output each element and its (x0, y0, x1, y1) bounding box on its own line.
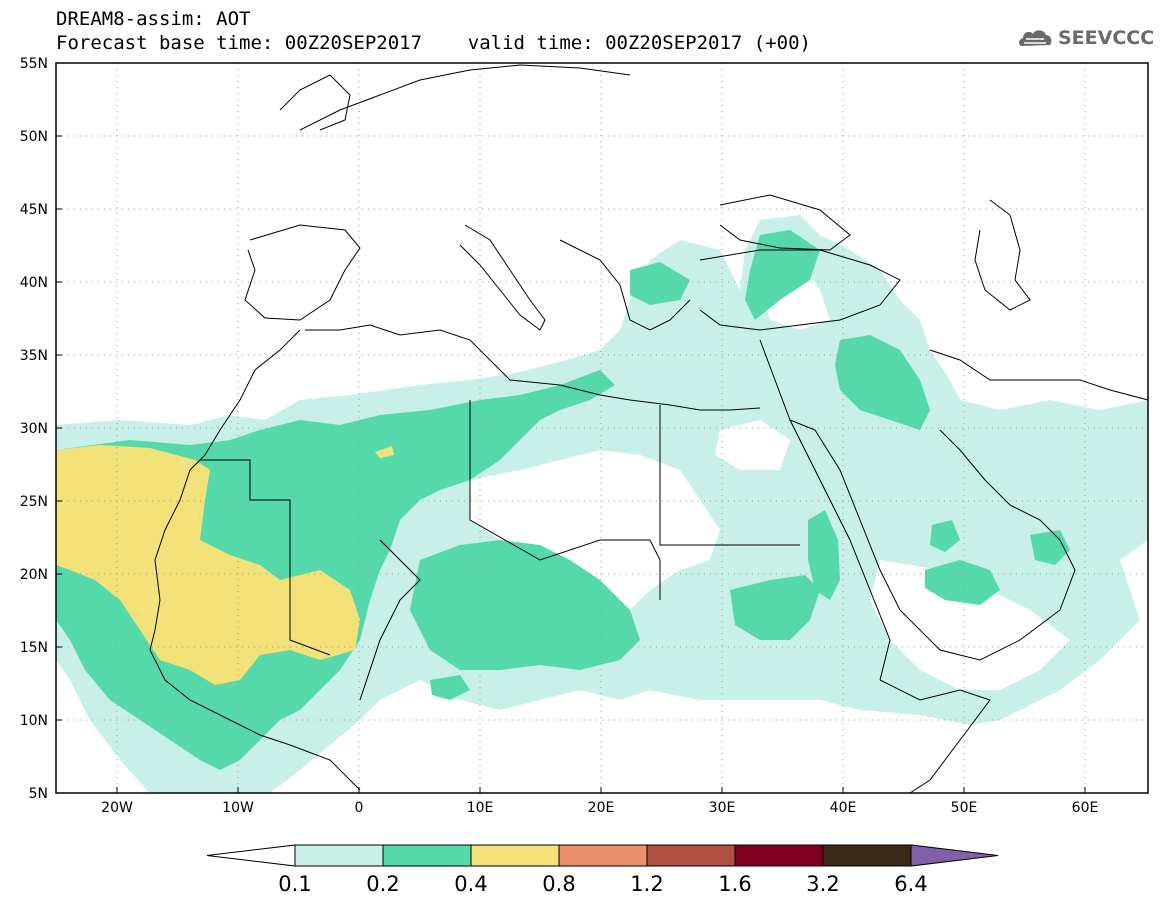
lon-label: 40E (830, 800, 857, 816)
lon-label: 60E (1072, 800, 1099, 816)
lon-label: 10W (222, 800, 254, 816)
lat-label: 55N (20, 56, 48, 72)
logo-text: SEEVCCC (1058, 27, 1155, 49)
aot-contour-0.2 (745, 230, 820, 320)
colorbar-label: 0.4 (454, 872, 487, 896)
colorbar-swatch (734, 844, 824, 867)
lat-label: 35N (20, 348, 48, 364)
lat-label: 50N (20, 129, 48, 145)
lon-label: 10E (467, 800, 494, 816)
axis-ticks (56, 135, 1086, 793)
aot-low-region (715, 420, 790, 470)
colorbar-label: 0.1 (278, 872, 311, 896)
coastlines (149, 64, 1148, 793)
aot-contour-0.2 (835, 335, 930, 430)
colorbar-label: 1.6 (718, 872, 751, 896)
lat-labels: 55N 50N 45N 40N 35N 30N 25N 20N 15N 10N … (20, 56, 48, 802)
colorbar-label: 6.4 (894, 872, 927, 896)
lat-label: 15N (20, 640, 48, 656)
colorbar-label: 1.2 (630, 872, 663, 896)
colorbar-swatch (646, 844, 736, 867)
aot-contour-0.2 (730, 575, 820, 640)
aot-contour-0.2 (430, 675, 470, 700)
lat-label: 20N (20, 567, 48, 583)
aot-contour-0.4 (56, 445, 360, 685)
aot-low-region (470, 450, 720, 610)
lon-label: 0 (355, 800, 364, 816)
colorbar-under-triangle (206, 844, 296, 867)
graticule (56, 63, 1148, 793)
aot-contour-0.4 (375, 446, 394, 458)
cloud-icon (1019, 30, 1052, 46)
lat-label: 40N (20, 275, 48, 291)
colorbar-swatch (382, 844, 472, 867)
lon-label: 20W (101, 800, 133, 816)
aot-contour-0.2 (808, 510, 840, 600)
lat-label: 10N (20, 713, 48, 729)
lat-label: 5N (29, 786, 48, 802)
colorbar-label: 0.8 (542, 872, 575, 896)
aot-contour-0.2 (410, 540, 640, 670)
lon-label: 30E (709, 800, 736, 816)
colorbar-swatch (822, 844, 912, 867)
map-subtitle: Forecast base time: 00Z20SEP2017 valid t… (56, 32, 811, 54)
colorbar-label: 3.2 (806, 872, 839, 896)
aot-field (56, 63, 1148, 793)
colorbar-label: 0.2 (366, 872, 399, 896)
aot-contour-0.2 (925, 560, 1000, 605)
aot-contour-0.2 (630, 262, 690, 305)
colorbar-over-triangle (910, 844, 999, 867)
lon-labels: 20W 10W 0 10E 20E 30E 40E 50E 60E (101, 800, 1098, 816)
aot-low-region (870, 560, 1070, 690)
lat-label: 30N (20, 421, 48, 437)
map-title: DREAM8-assim: AOT (56, 8, 251, 30)
lon-label: 20E (588, 800, 615, 816)
aot-contour-0.2 (1030, 530, 1070, 565)
colorbar-swatch (558, 844, 648, 867)
aot-contour-0.2 (930, 520, 960, 552)
lon-label: 50E (951, 800, 978, 816)
lat-label: 25N (20, 494, 48, 510)
colorbar-swatch (470, 844, 560, 867)
lat-label: 45N (20, 202, 48, 218)
colorbar: 0.1 0.2 0.4 0.8 1.2 1.6 3.2 6.4 (206, 844, 999, 896)
colorbar-swatch (294, 844, 384, 867)
